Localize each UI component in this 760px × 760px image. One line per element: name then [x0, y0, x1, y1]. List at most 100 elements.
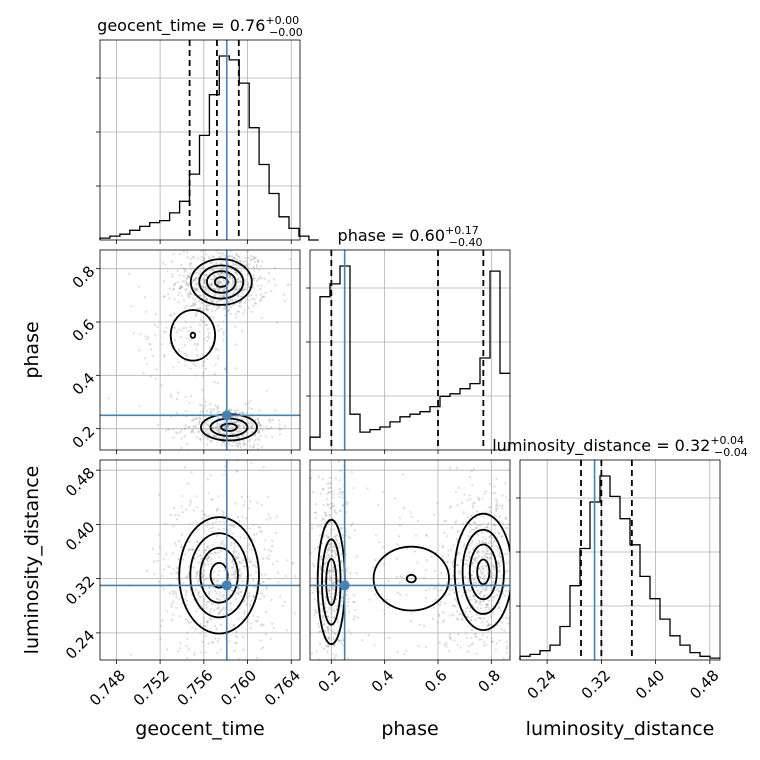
sample-point [217, 283, 220, 286]
sample-point [361, 639, 364, 642]
sample-point [313, 565, 316, 568]
sample-point [259, 288, 262, 291]
sample-point [314, 577, 317, 580]
sample-point [167, 427, 170, 430]
panel-frame [519, 459, 721, 661]
sample-point [492, 596, 495, 599]
sample-point [447, 650, 450, 653]
sample-point [257, 430, 260, 434]
sample-point [503, 552, 506, 556]
sample-point [217, 354, 220, 357]
sample-point [186, 482, 189, 485]
sample-point [489, 557, 492, 561]
sample-point [323, 630, 327, 633]
contour-line [220, 422, 238, 432]
sample-point [496, 507, 499, 510]
x-tick-label: 0.760 [217, 666, 260, 709]
sample-point [232, 282, 235, 285]
sample-point [506, 645, 509, 648]
sample-point [434, 586, 437, 589]
sample-point [197, 594, 200, 597]
sample-point [495, 510, 498, 513]
sample-point [205, 557, 208, 561]
sample-point [507, 616, 510, 620]
sample-point [482, 617, 485, 620]
sample-point [243, 536, 246, 540]
sample-point [235, 630, 238, 633]
sample-point [456, 617, 459, 620]
sample-point [216, 425, 219, 429]
sample-point [168, 287, 171, 290]
sample-point [218, 238, 220, 240]
sample-point [350, 443, 352, 445]
sample-point [504, 516, 507, 520]
sample-point [477, 592, 481, 595]
sample-point [215, 580, 218, 583]
sample-point [227, 425, 230, 429]
sample-point [528, 570, 530, 572]
sample-point [182, 250, 185, 253]
sample-point [250, 561, 253, 564]
sample-point [162, 558, 166, 561]
sample-point [228, 304, 231, 307]
sample-point [210, 261, 213, 264]
sample-point [177, 539, 180, 543]
sample-point [242, 426, 246, 429]
sample-point [165, 648, 169, 651]
contour-line [325, 558, 338, 607]
sample-point [349, 572, 352, 575]
sample-point [229, 523, 232, 527]
sample-point [204, 295, 207, 298]
sample-point [318, 590, 321, 593]
sample-point [246, 544, 249, 548]
sample-point [330, 593, 333, 596]
sample-point [223, 561, 226, 564]
sample-point [269, 247, 271, 249]
sample-point [474, 581, 477, 584]
sample-point [249, 627, 253, 630]
sample-point [492, 611, 495, 614]
sample-point [292, 562, 295, 565]
sample-point [196, 354, 199, 357]
sample-point [484, 606, 487, 609]
sample-point [329, 482, 332, 485]
sample-point [319, 603, 323, 606]
sample-point [475, 557, 478, 560]
sample-point [488, 556, 491, 559]
sample-point [204, 578, 207, 581]
sample-point [513, 587, 515, 589]
sample-point [238, 574, 241, 577]
sample-point [246, 283, 249, 286]
sample-point [482, 536, 485, 539]
sample-point [256, 260, 259, 263]
sample-point [194, 301, 197, 304]
sample-point [185, 576, 188, 579]
sample-point [315, 611, 318, 614]
sample-point [313, 547, 317, 550]
sample-point [180, 351, 183, 354]
sample-point [248, 594, 251, 598]
sample-point [130, 304, 133, 308]
sample-point [482, 570, 485, 573]
sample-point [456, 644, 459, 647]
sample-point [449, 636, 452, 640]
sample-point [330, 542, 333, 546]
sample-point [482, 596, 486, 599]
sample-point [184, 280, 187, 283]
sample-point [209, 245, 211, 247]
sample-point [307, 580, 309, 582]
sample-point [246, 284, 249, 287]
sample-point [219, 648, 222, 651]
sample-point [210, 558, 213, 561]
density-body [129, 460, 297, 660]
sample-point [219, 591, 222, 594]
sample-point [173, 506, 176, 510]
sample-point [234, 502, 237, 505]
sample-point [243, 565, 246, 568]
sample-point [426, 559, 429, 562]
sample-point [208, 283, 211, 286]
sample-point [475, 581, 478, 584]
sample-point [171, 273, 174, 276]
sample-point [328, 548, 332, 552]
sample-point [223, 289, 226, 292]
